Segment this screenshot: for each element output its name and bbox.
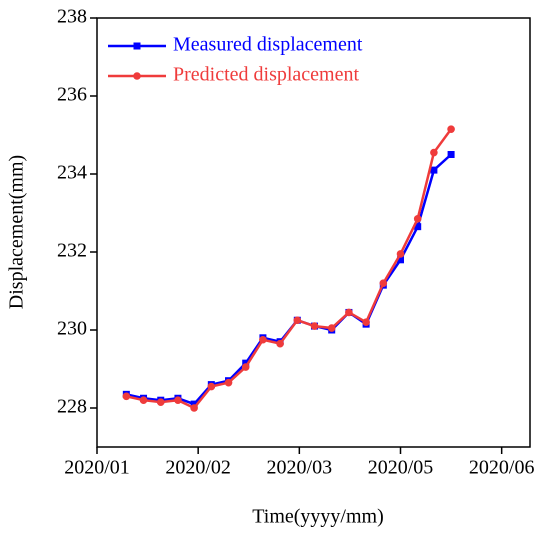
marker <box>310 322 319 330</box>
marker <box>396 250 405 258</box>
marker <box>345 308 353 317</box>
x-axis-label: Time(yyyy/mm) <box>252 506 384 528</box>
marker <box>190 404 198 412</box>
legend-marker <box>133 72 141 80</box>
marker <box>241 363 250 371</box>
x-tick-label: 2020/06 <box>469 457 535 479</box>
marker <box>414 223 422 231</box>
marker <box>397 256 405 264</box>
marker <box>207 382 216 391</box>
marker <box>224 378 233 387</box>
marker <box>242 359 250 367</box>
marker <box>259 335 267 344</box>
marker <box>362 318 370 327</box>
y-tick-label: 232 <box>57 240 87 262</box>
marker <box>190 400 198 408</box>
series-line <box>126 128 453 410</box>
x-tick-label: 2020/03 <box>267 457 333 479</box>
y-tick-label: 238 <box>57 6 87 28</box>
plot-frame <box>96 17 531 448</box>
marker <box>379 279 388 288</box>
legend-label: Predicted displacement <box>173 64 359 86</box>
y-tick-label: 228 <box>57 396 87 418</box>
marker <box>139 396 148 405</box>
marker <box>293 316 302 325</box>
legend-label: Measured displacement <box>173 34 363 56</box>
x-tick-label: 2020/02 <box>165 457 231 479</box>
marker <box>447 125 455 133</box>
marker <box>430 166 438 174</box>
marker <box>276 339 284 348</box>
series-line <box>126 153 452 406</box>
marker <box>447 151 455 158</box>
x-tick-label: 2020/05 <box>368 457 434 479</box>
x-tick-label: 2020/01 <box>64 457 130 479</box>
marker <box>413 215 422 223</box>
marker <box>122 392 131 401</box>
y-tick-label: 236 <box>57 84 87 106</box>
marker <box>430 148 438 157</box>
y-tick-label: 230 <box>57 318 87 340</box>
marker <box>174 396 182 405</box>
marker <box>327 324 336 332</box>
legend-marker <box>133 42 141 50</box>
marker <box>156 398 165 406</box>
y-tick-label: 234 <box>57 162 87 184</box>
y-axis-label: Displacement(mm) <box>6 155 28 309</box>
